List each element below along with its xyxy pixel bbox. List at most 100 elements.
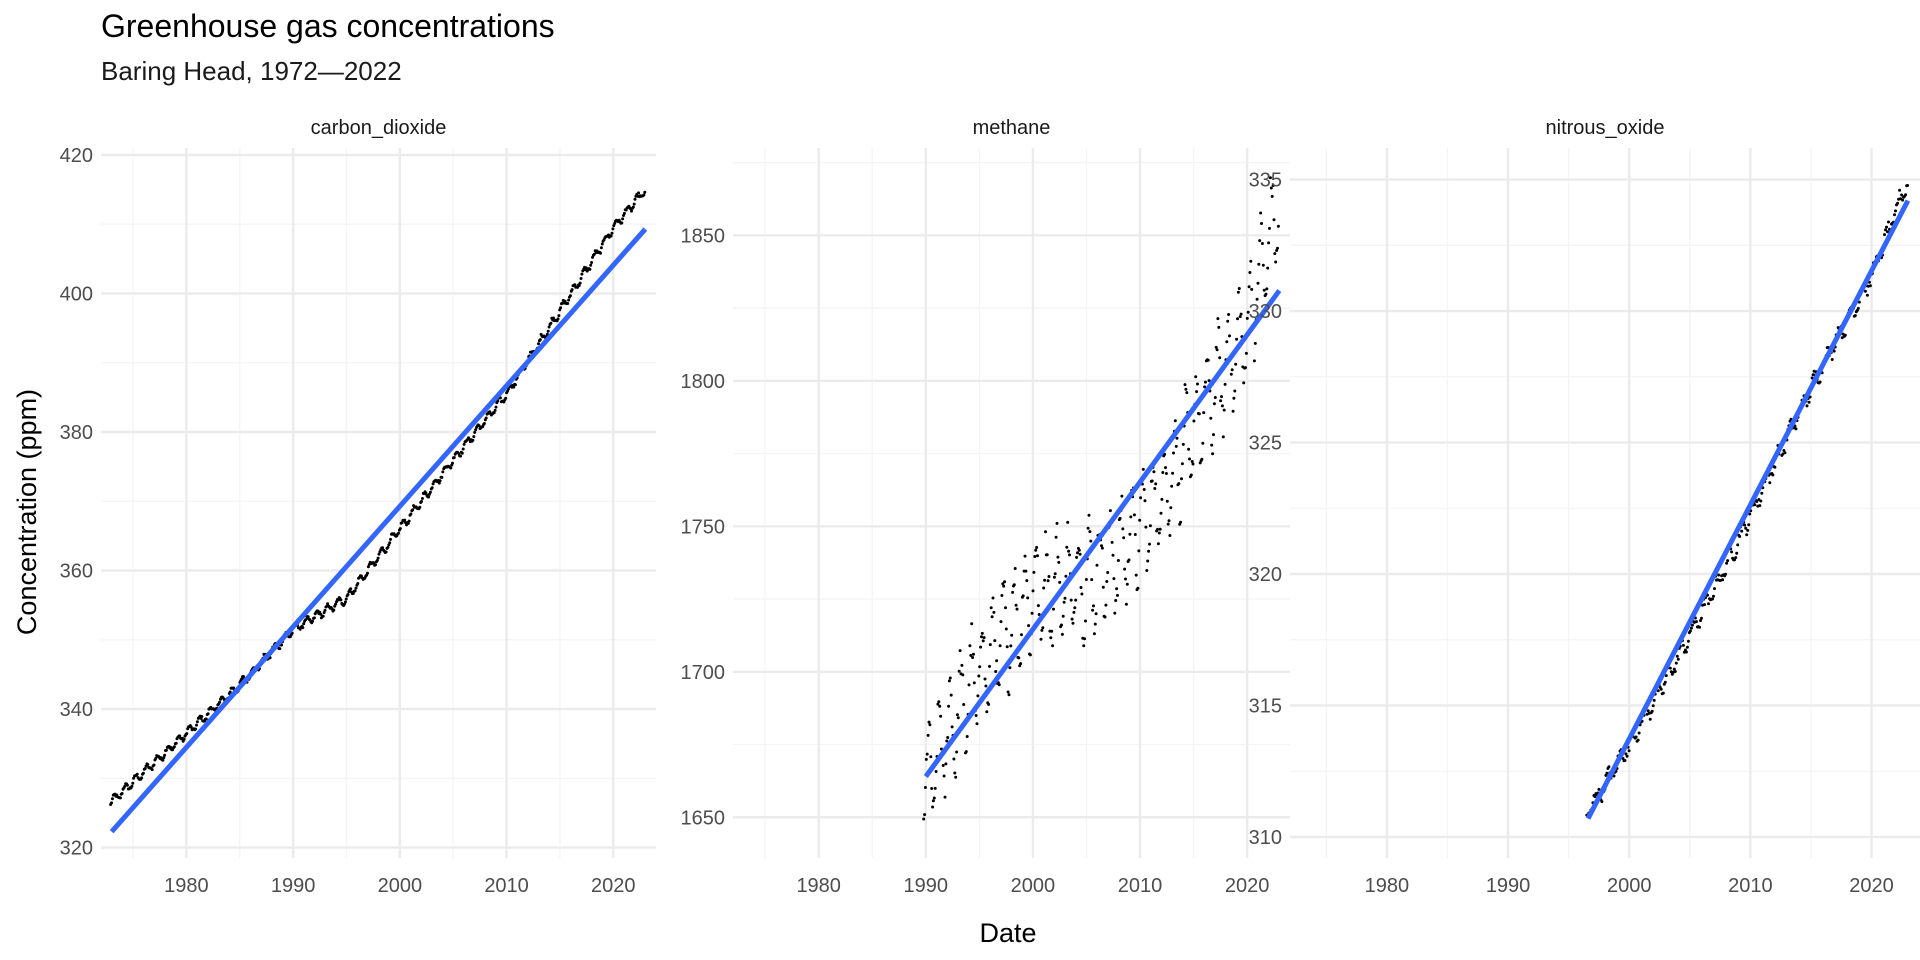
data-point bbox=[1275, 249, 1279, 252]
data-point bbox=[926, 733, 930, 737]
data-point bbox=[1145, 569, 1149, 572]
data-point bbox=[120, 792, 124, 795]
data-point bbox=[1262, 288, 1266, 292]
data-point bbox=[424, 491, 428, 495]
data-point bbox=[1896, 201, 1900, 205]
data-point bbox=[1100, 546, 1104, 550]
data-point bbox=[931, 799, 935, 803]
data-point bbox=[980, 631, 984, 635]
data-point bbox=[1694, 620, 1698, 624]
data-point bbox=[1725, 561, 1729, 565]
data-point bbox=[1242, 381, 1246, 385]
data-point bbox=[1166, 522, 1170, 526]
data-point bbox=[1124, 602, 1128, 606]
data-point bbox=[1187, 447, 1191, 451]
data-point bbox=[545, 332, 549, 336]
data-point bbox=[1853, 314, 1857, 318]
data-point bbox=[1050, 629, 1054, 633]
data-point bbox=[1868, 284, 1872, 288]
data-point bbox=[1650, 709, 1654, 713]
data-point bbox=[1268, 176, 1272, 180]
data-point bbox=[620, 221, 624, 225]
data-point bbox=[934, 770, 938, 773]
data-point bbox=[228, 690, 232, 694]
data-point bbox=[110, 801, 113, 805]
data-point bbox=[471, 438, 475, 442]
data-point bbox=[437, 481, 441, 485]
data-point bbox=[609, 234, 613, 238]
data-point bbox=[1237, 287, 1241, 290]
data-point bbox=[504, 396, 508, 400]
data-point bbox=[195, 720, 199, 724]
data-point bbox=[573, 283, 577, 287]
data-point bbox=[1743, 523, 1747, 527]
y-tick-label: 325 bbox=[1249, 433, 1282, 455]
data-point bbox=[1055, 521, 1059, 525]
data-point bbox=[939, 714, 943, 718]
data-point bbox=[452, 456, 456, 459]
data-point bbox=[1069, 598, 1073, 602]
data-point bbox=[1164, 466, 1167, 470]
data-point bbox=[1074, 598, 1078, 602]
data-point bbox=[1072, 610, 1076, 614]
data-point bbox=[321, 614, 325, 618]
data-point bbox=[150, 768, 154, 772]
data-point bbox=[1190, 460, 1194, 463]
data-point bbox=[1177, 482, 1181, 486]
data-point bbox=[1220, 395, 1223, 399]
data-point bbox=[1129, 515, 1133, 519]
data-point bbox=[206, 712, 210, 716]
data-point bbox=[1250, 287, 1254, 291]
data-point bbox=[1223, 382, 1227, 386]
data-point bbox=[952, 757, 956, 761]
trend-line bbox=[1585, 199, 1911, 820]
data-point bbox=[1116, 559, 1120, 562]
data-point bbox=[580, 272, 584, 276]
data-point bbox=[1138, 518, 1142, 522]
data-point bbox=[1857, 300, 1861, 304]
data-point bbox=[200, 715, 204, 718]
data-point bbox=[949, 693, 953, 697]
data-point bbox=[1681, 643, 1685, 647]
data-point bbox=[1261, 263, 1265, 267]
x-tick-label: 1980 bbox=[796, 875, 841, 897]
data-point bbox=[1898, 188, 1902, 192]
data-point bbox=[1180, 477, 1183, 481]
data-point bbox=[1118, 516, 1122, 520]
data-point bbox=[1216, 317, 1220, 321]
data-point bbox=[513, 383, 517, 387]
data-point bbox=[1753, 503, 1757, 507]
data-point bbox=[1044, 530, 1047, 534]
data-point bbox=[984, 684, 988, 688]
data-point bbox=[430, 486, 434, 490]
data-point bbox=[110, 797, 114, 801]
data-point bbox=[494, 405, 498, 409]
data-point bbox=[1089, 539, 1093, 543]
x-axis-label: Date bbox=[979, 918, 1036, 948]
data-point bbox=[1076, 551, 1079, 555]
data-point bbox=[1668, 666, 1672, 670]
panels-group: carbon_dioxide 320 340 360 380 400 420 1980 1990… bbox=[60, 117, 1920, 897]
data-point bbox=[343, 600, 347, 604]
data-point bbox=[1236, 317, 1239, 321]
data-point bbox=[1106, 571, 1110, 574]
data-point bbox=[590, 261, 594, 264]
data-point bbox=[549, 321, 553, 325]
data-point bbox=[1794, 427, 1798, 431]
data-point bbox=[1142, 488, 1146, 491]
data-point bbox=[1690, 623, 1694, 627]
data-point bbox=[302, 622, 306, 626]
y-tick-label: 360 bbox=[60, 561, 93, 583]
data-point bbox=[366, 571, 369, 575]
x-tick-label: 1990 bbox=[1486, 875, 1531, 897]
data-point bbox=[1196, 382, 1199, 386]
data-point bbox=[1270, 194, 1274, 198]
data-point bbox=[349, 587, 353, 591]
data-point bbox=[1713, 587, 1716, 591]
data-point bbox=[925, 752, 929, 756]
data-point bbox=[1661, 691, 1665, 695]
x-tick-label: 2010 bbox=[484, 875, 529, 897]
data-point bbox=[568, 294, 572, 298]
data-point bbox=[1805, 404, 1809, 408]
data-point bbox=[1659, 687, 1663, 691]
